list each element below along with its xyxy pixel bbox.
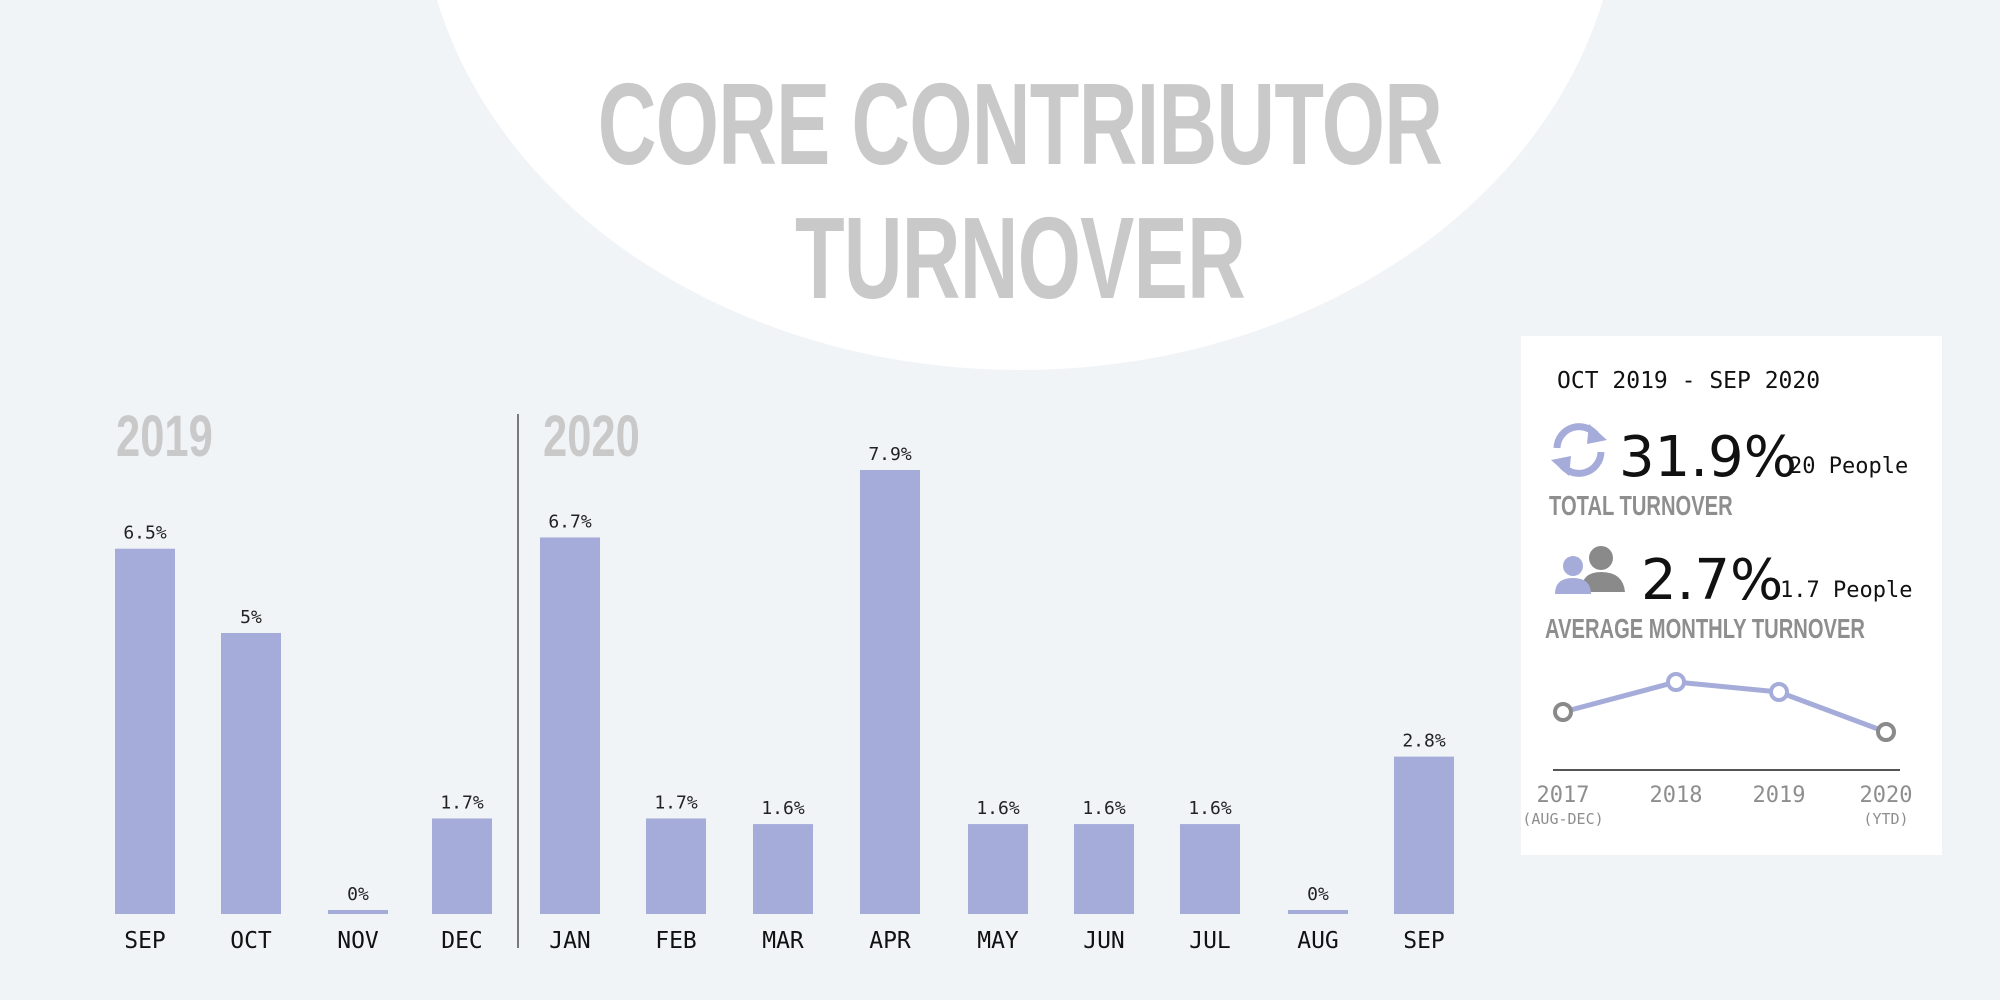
average-turnover-caption: AVERAGE MONTHLY TURNOVER (1545, 613, 1865, 644)
summary-card: OCT 2019 - SEP 2020 31.9% 20 People TOTA… (1521, 336, 1942, 855)
bar-category-label-2: NOV (337, 928, 379, 954)
bar-12 (1394, 756, 1454, 914)
page-title-line-1: CORE CONTRIBUTOR (597, 59, 1443, 189)
year-divider (517, 414, 519, 948)
trend-point-3 (1876, 722, 1896, 742)
page-title-line-2: TURNOVER (794, 193, 1246, 323)
bar-6 (753, 824, 813, 914)
refresh-cycle-icon (1551, 423, 1607, 477)
people-icon (1555, 546, 1625, 594)
total-turnover-caption: TOTAL TURNOVER (1549, 490, 1733, 521)
bar-category-label-6: MAR (762, 928, 804, 954)
bar-value-label-6: 1.6% (761, 798, 805, 819)
bar-11 (1288, 910, 1348, 914)
trend-line (1562, 679, 1887, 735)
yearly-trend-line-chart: 2017 (AUG-DEC) 2018 2019 2020 (YTD) (1522, 672, 1913, 828)
bar-4 (540, 537, 600, 914)
average-turnover-value: 2.7% (1641, 548, 1784, 613)
bar-8 (968, 824, 1028, 914)
bar-category-label-0: SEP (124, 928, 166, 954)
bar-category-label-1: OCT (230, 928, 272, 954)
bar-0 (115, 548, 175, 914)
total-turnover-value: 31.9% (1619, 425, 1797, 490)
bar-category-label-5: FEB (655, 928, 697, 954)
trend-year-label-0: 2017 (1537, 783, 1590, 808)
bar-value-label-1: 5% (240, 607, 262, 628)
monthly-turnover-bar-chart: 6.5% SEP 5% OCT 0% NOV 1.7% DEC 6.7% JAN 1.7% FEB 1.… (115, 444, 1454, 954)
trend-year-note-3: (YTD) (1863, 810, 1908, 828)
bar-value-label-4: 6.7% (548, 511, 592, 532)
year-label-2019: 2019 (116, 404, 213, 469)
bar-category-label-7: APR (869, 928, 911, 954)
bar-value-label-8: 1.6% (976, 798, 1020, 819)
year-label-2020: 2020 (543, 404, 640, 469)
bar-category-label-9: JUN (1083, 928, 1125, 954)
bar-10 (1180, 824, 1240, 914)
bar-value-label-7: 7.9% (868, 444, 912, 465)
bar-value-label-11: 0% (1307, 884, 1329, 905)
trend-year-label-1: 2018 (1650, 783, 1703, 808)
bar-value-label-10: 1.6% (1188, 798, 1232, 819)
bar-value-label-2: 0% (347, 884, 369, 905)
bar-category-label-4: JAN (549, 928, 591, 954)
trend-year-label-2: 2019 (1753, 783, 1806, 808)
bar-category-label-10: JUL (1189, 928, 1231, 954)
total-turnover-people: 20 People (1789, 454, 1909, 479)
bar-category-label-8: MAY (977, 928, 1019, 954)
bar-value-label-12: 2.8% (1402, 731, 1446, 752)
trend-point-2 (1769, 682, 1789, 702)
trend-point-1 (1666, 672, 1686, 692)
bar-7 (860, 470, 920, 914)
bar-value-label-5: 1.7% (654, 792, 698, 813)
trend-year-note-0: (AUG-DEC) (1522, 810, 1603, 828)
bar-3 (432, 818, 492, 914)
average-turnover-people: 1.7 People (1780, 578, 1913, 603)
bar-category-label-3: DEC (441, 928, 483, 954)
bar-category-label-11: AUG (1297, 928, 1339, 954)
bar-5 (646, 818, 706, 914)
bar-9 (1074, 824, 1134, 914)
trend-point-0 (1553, 702, 1573, 722)
trend-year-label-3: 2020 (1860, 783, 1913, 808)
bar-value-label-3: 1.7% (440, 792, 484, 813)
bar-category-label-12: SEP (1403, 928, 1445, 954)
bar-1 (221, 632, 281, 914)
bar-value-label-0: 6.5% (123, 523, 167, 544)
period-label: OCT 2019 - SEP 2020 (1557, 368, 1821, 394)
bar-2 (328, 910, 388, 914)
bar-value-label-9: 1.6% (1082, 798, 1126, 819)
